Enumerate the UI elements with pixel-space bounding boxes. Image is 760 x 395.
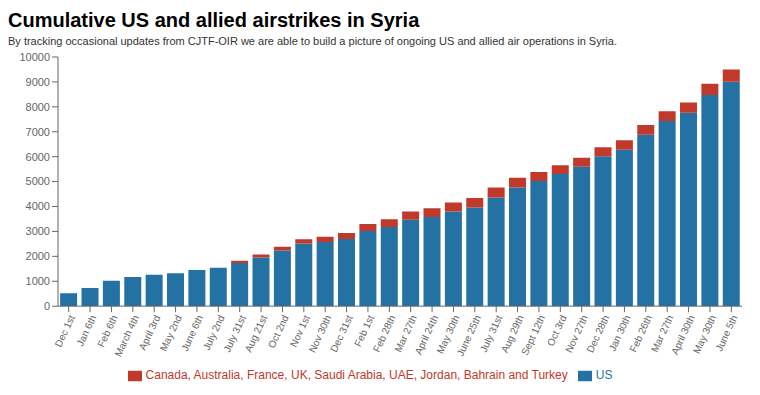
- svg-text:April 24th: April 24th: [412, 313, 441, 357]
- svg-text:Nov 1st: Nov 1st: [287, 313, 313, 349]
- svg-text:June 6th: June 6th: [179, 313, 206, 353]
- svg-text:Dec 1st: Dec 1st: [52, 313, 77, 349]
- svg-text:Nov 27th: Nov 27th: [563, 313, 590, 355]
- svg-text:1000: 1000: [26, 275, 50, 287]
- svg-text:May 30th: May 30th: [434, 313, 462, 356]
- svg-text:Jan 6th: Jan 6th: [74, 313, 98, 347]
- svg-text:Aug 29th: Aug 29th: [498, 313, 526, 355]
- svg-text:4000: 4000: [26, 200, 50, 212]
- svg-text:5000: 5000: [26, 175, 50, 187]
- svg-text:Feb 6th: Feb 6th: [95, 313, 120, 349]
- svg-text:June 25th: June 25th: [455, 313, 484, 357]
- svg-text:Oct 3rd: Oct 3rd: [545, 313, 569, 347]
- svg-text:May 2nd: May 2nd: [157, 313, 184, 353]
- svg-text:Dec 28th: Dec 28th: [584, 313, 612, 355]
- html-text:Canada, Australia, France, UK,: Canada, Australia, France, UK, Saudi Ara…: [145, 368, 568, 383]
- svg-text:April 3rd: April 3rd: [136, 313, 163, 352]
- svg-text:10000: 10000: [19, 51, 50, 63]
- svg-text:8000: 8000: [26, 101, 50, 113]
- svg-text:Mar 27th: Mar 27th: [392, 313, 419, 354]
- svg-text:July 31st: July 31st: [221, 313, 248, 354]
- svg-text:Feb 26th: Feb 26th: [627, 313, 655, 354]
- svg-text:Oct 2nd: Oct 2nd: [265, 313, 291, 350]
- svg-text:April 30th: April 30th: [669, 313, 697, 357]
- svg-text:Feb 28th: Feb 28th: [370, 313, 398, 354]
- svg-text:6000: 6000: [26, 151, 50, 163]
- svg-text:Dec 31st: Dec 31st: [328, 313, 355, 354]
- svg-text:Sept 12th: Sept 12th: [519, 313, 547, 356]
- svg-text:Feb 1st: Feb 1st: [352, 313, 376, 348]
- svg-text:Aug 21st: Aug 21st: [243, 313, 270, 354]
- svg-text:June 5th: June 5th: [713, 313, 739, 352]
- svg-text:7000: 7000: [26, 126, 50, 138]
- svg-text:0: 0: [44, 300, 50, 312]
- svg-text:Jan 30th: Jan 30th: [606, 313, 633, 353]
- svg-text:March 4th: March 4th: [112, 313, 141, 358]
- svg-text:Nov 30th: Nov 30th: [306, 313, 334, 355]
- svg-text:2000: 2000: [26, 250, 50, 262]
- svg-text:9000: 9000: [26, 76, 50, 88]
- svg-text:Mar 27th: Mar 27th: [648, 313, 676, 354]
- svg-text:May 30th: May 30th: [690, 313, 719, 356]
- html-text:By tracking occasional updates: By tracking occasional updates from CJTF…: [8, 35, 617, 47]
- svg-text:July 31st: July 31st: [477, 313, 505, 354]
- html-text:Cumulative US and allied airst: Cumulative US and allied airstrikes in S…: [8, 9, 420, 31]
- html-text:US: US: [595, 368, 613, 383]
- svg-text:July 2nd: July 2nd: [200, 313, 227, 352]
- svg-text:3000: 3000: [26, 225, 50, 237]
